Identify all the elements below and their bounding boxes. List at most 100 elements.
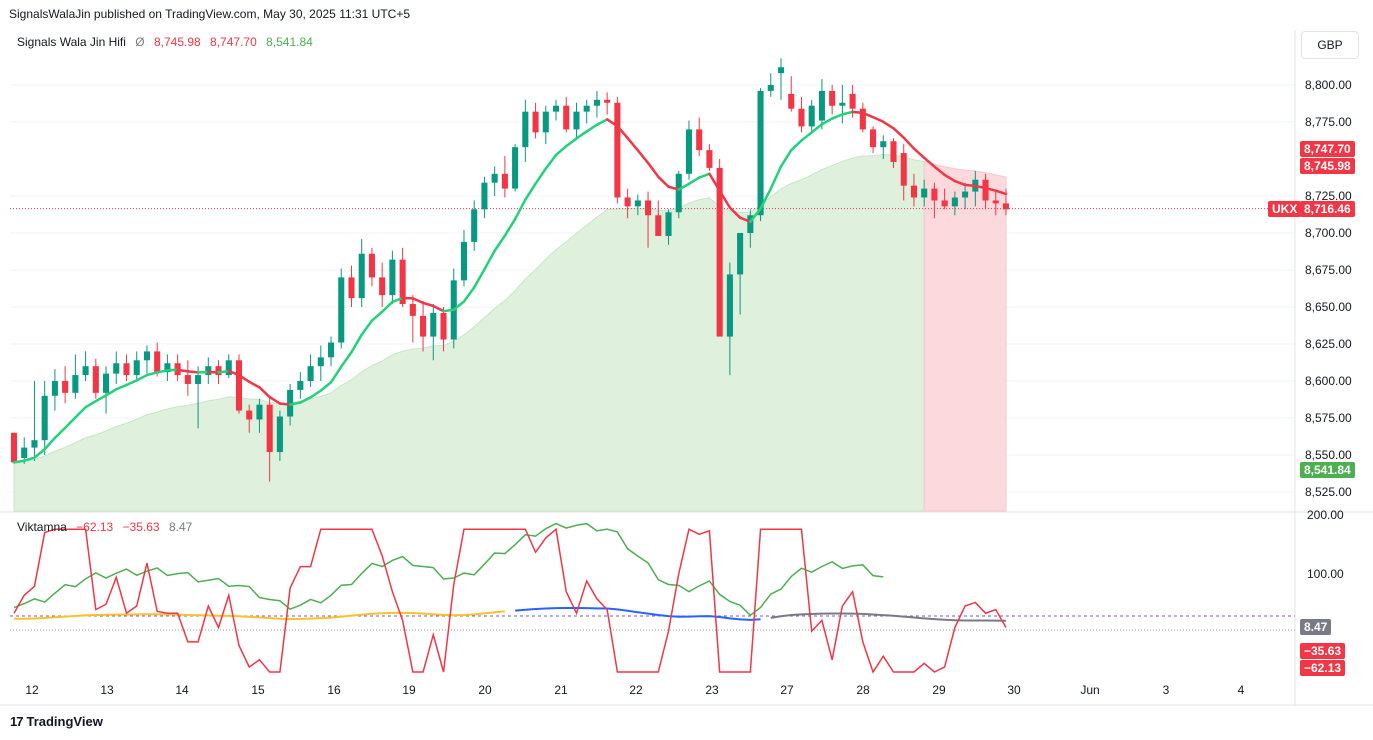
- trend-line-segment: [391, 296, 404, 304]
- trend-line-segment: [472, 268, 486, 289]
- trend-line-segment: [564, 137, 578, 148]
- time-tick-label: 21: [554, 683, 568, 697]
- candle: [501, 173, 508, 189]
- candle: [460, 241, 468, 281]
- trend-line-segment: [922, 156, 936, 168]
- trend-line-segment: [749, 207, 762, 224]
- trend-line-segment: [53, 426, 67, 440]
- trend-line-segment: [155, 369, 169, 374]
- trend-line-segment: [278, 402, 292, 406]
- candle: [389, 259, 396, 296]
- candle: [921, 188, 928, 198]
- candle: [910, 185, 917, 198]
- trend-line-segment: [585, 123, 599, 133]
- candle: [788, 93, 795, 109]
- price-tick-label: 8,600.00: [1305, 374, 1352, 388]
- trend-line-segment: [657, 175, 670, 189]
- trend-line-segment: [462, 286, 476, 303]
- bands: [10, 154, 1295, 512]
- trend-line-segment: [718, 189, 732, 209]
- osc-tag-2: −35.63: [1300, 643, 1346, 659]
- osc-tag-3: −62.13: [1300, 660, 1346, 676]
- candle: [1002, 203, 1010, 210]
- trend-line-segment: [186, 370, 200, 374]
- time-tick-label: 20: [478, 683, 492, 697]
- trend-line-segment: [667, 185, 680, 191]
- legend-value-2: 8,747.70: [210, 35, 257, 49]
- candle: [931, 188, 938, 201]
- candle: [890, 141, 897, 162]
- candle: [307, 366, 314, 381]
- candle: [552, 105, 560, 112]
- trend-line-segment: [309, 389, 323, 399]
- osc-legend: Viktamna −62.13 −35.63 8.47: [17, 520, 198, 534]
- trend-line-segment: [789, 139, 803, 152]
- trend-line-segment: [994, 189, 1008, 196]
- trend-line-segment: [902, 136, 916, 150]
- candle: [583, 105, 590, 112]
- trend-line-segment: [350, 333, 363, 354]
- trend-line-segment: [626, 136, 640, 152]
- trend-line-segment: [12, 459, 26, 464]
- candle: [491, 173, 498, 183]
- trend-line-segment: [830, 113, 844, 120]
- candle: [675, 173, 682, 213]
- trend-line-segment: [237, 373, 251, 384]
- candle: [471, 209, 478, 242]
- candle: [348, 277, 355, 299]
- price-tick-label: 8,725.00: [1305, 189, 1352, 203]
- trend-line-segment: [452, 300, 466, 312]
- trend-line-segment: [882, 120, 895, 130]
- time-tick-label: 12: [25, 683, 39, 697]
- ma-lines: [12, 110, 1008, 464]
- candles: [10, 58, 1010, 482]
- candle: [195, 375, 202, 384]
- candle: [808, 105, 815, 127]
- trend-line-segment: [769, 165, 783, 191]
- candle: [72, 375, 79, 393]
- osc-tick-label: 100.00: [1307, 567, 1344, 581]
- trend-line-segment: [288, 401, 302, 406]
- candle: [665, 212, 672, 236]
- trend-line-segment: [217, 369, 231, 374]
- candle: [818, 90, 825, 121]
- candle: [982, 179, 989, 201]
- currency-button[interactable]: GBP: [1301, 31, 1359, 59]
- candle: [266, 404, 273, 453]
- time-tick-label: 28: [856, 683, 870, 697]
- trend-line-segment: [493, 234, 507, 252]
- candle: [685, 129, 693, 174]
- time-tick-label: 15: [251, 683, 265, 697]
- candle: [593, 99, 600, 106]
- trend-line-segment: [687, 176, 701, 186]
- trend-line-segment: [380, 300, 394, 313]
- trend-line-segment: [984, 186, 998, 192]
- candle: [51, 381, 58, 396]
- trend-line-segment: [524, 182, 537, 201]
- indicator-symbol: Ø: [135, 35, 145, 49]
- brand-label: TradingView: [26, 714, 103, 729]
- legend-value-3: 8,541.84: [266, 35, 313, 49]
- trend-line-segment: [708, 172, 721, 192]
- candle: [849, 93, 856, 109]
- candle: [225, 360, 232, 376]
- tradingview-brand[interactable]: 17 TradingView: [10, 714, 103, 729]
- trend-line-segment: [442, 308, 456, 313]
- candle: [798, 108, 805, 127]
- osc-value-1: −62.13: [76, 520, 114, 534]
- bear-band: [923, 160, 1007, 512]
- osc-baseline-yellow: [13, 610, 505, 621]
- candle: [358, 253, 365, 299]
- candle: [92, 366, 99, 393]
- price-tag-lower: 8,745.98: [1300, 158, 1355, 174]
- trend-line-segment: [697, 172, 711, 179]
- candle: [143, 351, 150, 361]
- trend-line-segment: [258, 386, 271, 399]
- trend-line-segment: [554, 144, 568, 157]
- time-tick-label: 22: [629, 683, 643, 697]
- symbol-tag: UKX: [1268, 200, 1302, 217]
- trend-line-segment: [677, 182, 691, 191]
- candle: [880, 141, 887, 148]
- candle: [829, 90, 836, 106]
